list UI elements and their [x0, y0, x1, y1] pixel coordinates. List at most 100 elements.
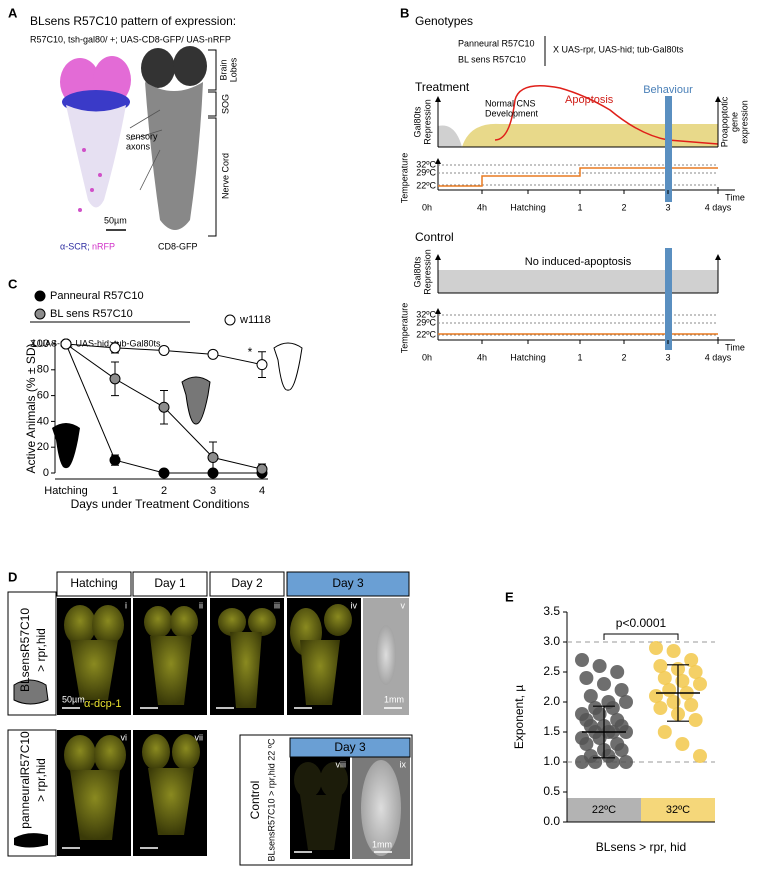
column-header: Day 3	[332, 576, 364, 590]
legend-label: w1118	[239, 314, 271, 326]
image-index: ii	[199, 600, 203, 610]
y-axis-label: Exponent, µ	[512, 685, 526, 749]
x-axis-label: BLsens > rpr, hid	[596, 840, 686, 854]
annotation: axons	[126, 141, 151, 151]
x-tick-label: 22ºC	[592, 804, 616, 816]
time-label: 2	[621, 352, 626, 362]
heading: Treatment	[415, 80, 470, 94]
temperature-label: 32ºC	[416, 159, 436, 169]
data-point	[614, 683, 629, 697]
y-tick-label: 100	[31, 338, 49, 350]
data-point	[256, 359, 268, 371]
image-index: iv	[351, 600, 358, 610]
data-point	[579, 671, 594, 685]
rfp-image	[60, 56, 131, 231]
axis-label: gene	[729, 112, 739, 132]
data-point	[158, 467, 170, 479]
x-tick-label: 1	[112, 485, 118, 497]
legend-marker	[34, 308, 46, 320]
data-point	[109, 454, 121, 466]
subtitle: X UAS-rpr, UAS-hid; tub-Gal80ts	[30, 338, 161, 348]
legend-label: Panneural R57C10	[50, 290, 144, 302]
legend-marker	[224, 314, 236, 326]
heading: Genotypes	[415, 14, 473, 28]
data-point	[575, 653, 589, 667]
row-label: panneuralR57C10	[18, 731, 32, 829]
data-point	[666, 695, 681, 709]
time-label: 4 days	[705, 352, 732, 362]
heading: Control	[415, 230, 454, 244]
time-label: 4h	[477, 352, 487, 362]
label: Development	[485, 108, 539, 118]
temperature-label: 32ºC	[416, 309, 436, 319]
region-bracket	[208, 49, 217, 237]
y-tick-label: 0.0	[543, 814, 560, 828]
axis-label: Proapoptotic	[719, 96, 729, 147]
data-point	[657, 671, 672, 685]
panel-label: E	[505, 589, 514, 604]
micrographs	[7, 571, 413, 866]
label: No induced-apoptosis	[525, 256, 632, 268]
x-tick-label: 3	[210, 485, 216, 497]
y-tick-label: 3.5	[543, 604, 560, 618]
data-point	[684, 653, 699, 667]
y-tick-label: 20	[37, 441, 49, 453]
time-label: 3	[665, 352, 670, 362]
data-point	[158, 344, 170, 356]
data-point	[675, 674, 690, 688]
legend-label: BL sens R57C10	[50, 308, 133, 320]
y-tick-label: 0	[43, 467, 49, 479]
time-label: 1	[577, 202, 582, 212]
column-header: Day 2	[231, 576, 263, 590]
data-point	[649, 641, 663, 655]
y-tick-label: 80	[37, 364, 49, 376]
data-point	[649, 689, 663, 703]
data-point	[688, 713, 703, 727]
annotation: sensory	[126, 131, 158, 141]
y-tick-label: 60	[37, 390, 49, 402]
data-point	[693, 677, 707, 691]
scale-bar-label: 50µm	[104, 215, 127, 225]
y-tick-label: 1.5	[543, 724, 560, 738]
panel-subtitle: R57C10, tsh-gal80/ +; UAS-CD8-GFP/ UAS-n…	[30, 34, 231, 44]
gfp-image	[129, 46, 207, 230]
stain-label: α-dcp-1	[84, 698, 122, 710]
y-tick-label: 40	[37, 415, 49, 427]
panel-label: D	[8, 569, 17, 584]
stain-label: nRFP	[92, 241, 115, 251]
axis-label: Gal80ts	[412, 106, 422, 138]
column-header: Day 3	[334, 740, 366, 754]
row-label: BLsensR57C10	[18, 608, 32, 692]
y-tick-label: 0.5	[543, 784, 560, 798]
data-point	[605, 755, 620, 769]
x-tick-label: 32ºC	[666, 804, 690, 816]
treatment-diagram	[435, 85, 735, 202]
data-point	[614, 743, 629, 757]
panel-label: B	[400, 5, 409, 20]
data-point	[109, 342, 121, 354]
data-point	[605, 701, 620, 715]
genotype: BL sens R57C10	[458, 54, 526, 64]
data-point	[657, 725, 672, 739]
data-point	[256, 463, 268, 475]
data-point	[588, 755, 603, 769]
control-diagram	[435, 248, 735, 350]
error-bar	[593, 705, 615, 759]
panel-title: BLsens R57C10 pattern of expression:	[30, 14, 236, 28]
stain-label: CD8-GFP	[158, 241, 198, 251]
axis-label: Gal80ts	[412, 256, 422, 288]
time-label: Hatching	[510, 352, 546, 362]
label: Behaviour	[643, 84, 693, 96]
data-point	[688, 665, 703, 679]
panel-label: C	[8, 276, 18, 291]
row-label: BLsensR57C10 > rpr,hid 22 ºC	[266, 738, 276, 862]
region-label: Nerve Cord	[220, 153, 230, 199]
data-point	[158, 401, 170, 413]
time-label: 1	[577, 352, 582, 362]
x-tick-label: Hatching	[44, 485, 87, 497]
time-label: 2	[621, 202, 626, 212]
axis-label: Temperature	[399, 153, 409, 204]
temperature-label: 29ºC	[416, 167, 436, 177]
genotype: Panneural R57C10	[458, 38, 535, 48]
